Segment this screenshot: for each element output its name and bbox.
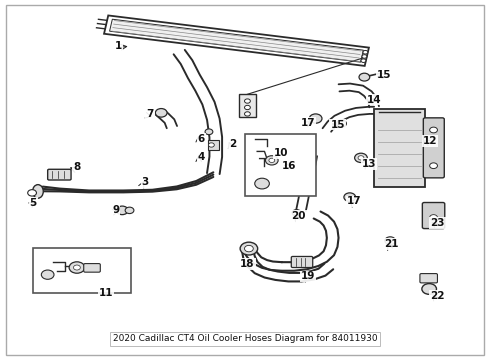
Text: 9: 9 xyxy=(112,205,120,215)
Text: 3: 3 xyxy=(142,177,149,187)
FancyBboxPatch shape xyxy=(291,256,313,267)
Circle shape xyxy=(362,55,367,58)
FancyBboxPatch shape xyxy=(423,118,444,178)
Bar xyxy=(208,140,219,150)
Bar xyxy=(245,134,316,196)
Text: 10: 10 xyxy=(274,148,289,158)
Text: 18: 18 xyxy=(240,259,255,269)
Circle shape xyxy=(205,129,213,135)
Text: 23: 23 xyxy=(430,218,445,228)
Circle shape xyxy=(344,193,356,202)
Text: 5: 5 xyxy=(29,198,37,208)
FancyBboxPatch shape xyxy=(422,203,445,229)
Circle shape xyxy=(385,237,395,245)
Circle shape xyxy=(245,105,250,110)
Text: 2020 Cadillac CT4 Oil Cooler Hoses Diagram for 84011930: 2020 Cadillac CT4 Oil Cooler Hoses Diagr… xyxy=(113,334,377,343)
Circle shape xyxy=(430,127,438,133)
Circle shape xyxy=(269,158,275,162)
Text: 1: 1 xyxy=(115,41,122,51)
Text: 14: 14 xyxy=(367,95,381,105)
Circle shape xyxy=(266,156,278,165)
Circle shape xyxy=(388,239,392,243)
Text: 8: 8 xyxy=(74,162,80,172)
Ellipse shape xyxy=(32,185,43,198)
Circle shape xyxy=(361,59,366,63)
Text: 22: 22 xyxy=(430,291,445,301)
Circle shape xyxy=(125,207,134,213)
Circle shape xyxy=(245,99,250,103)
Circle shape xyxy=(28,190,36,196)
Circle shape xyxy=(240,242,258,255)
Text: 15: 15 xyxy=(330,120,345,130)
Text: 4: 4 xyxy=(197,152,205,162)
Text: 17: 17 xyxy=(301,118,316,128)
Circle shape xyxy=(74,265,80,270)
Circle shape xyxy=(363,50,368,54)
Circle shape xyxy=(430,215,438,220)
Bar xyxy=(374,109,425,187)
Bar xyxy=(239,94,256,117)
Circle shape xyxy=(41,270,54,279)
Text: 2: 2 xyxy=(229,139,237,149)
Text: 13: 13 xyxy=(362,159,376,169)
Circle shape xyxy=(292,210,301,216)
Circle shape xyxy=(155,109,167,117)
Circle shape xyxy=(245,246,253,252)
Text: 21: 21 xyxy=(384,239,398,249)
FancyBboxPatch shape xyxy=(48,169,71,180)
Circle shape xyxy=(69,262,85,273)
Text: 7: 7 xyxy=(147,109,154,119)
Circle shape xyxy=(245,112,250,116)
FancyBboxPatch shape xyxy=(420,274,438,283)
Circle shape xyxy=(309,114,322,123)
Text: 12: 12 xyxy=(423,136,438,146)
Bar xyxy=(33,248,130,293)
Circle shape xyxy=(430,163,438,168)
Text: 20: 20 xyxy=(292,211,306,221)
Text: 15: 15 xyxy=(377,69,391,80)
Text: 19: 19 xyxy=(301,271,316,282)
FancyBboxPatch shape xyxy=(84,264,100,272)
Text: 17: 17 xyxy=(347,197,362,206)
Bar xyxy=(104,15,369,66)
Text: 6: 6 xyxy=(197,134,205,144)
Circle shape xyxy=(208,143,214,147)
Bar xyxy=(110,19,364,62)
Circle shape xyxy=(355,153,368,162)
Circle shape xyxy=(116,206,128,215)
Circle shape xyxy=(337,120,346,127)
Circle shape xyxy=(255,178,270,189)
Circle shape xyxy=(422,284,437,294)
Circle shape xyxy=(359,73,370,81)
Text: 16: 16 xyxy=(282,161,296,171)
Circle shape xyxy=(358,156,364,160)
Text: 11: 11 xyxy=(99,288,113,297)
